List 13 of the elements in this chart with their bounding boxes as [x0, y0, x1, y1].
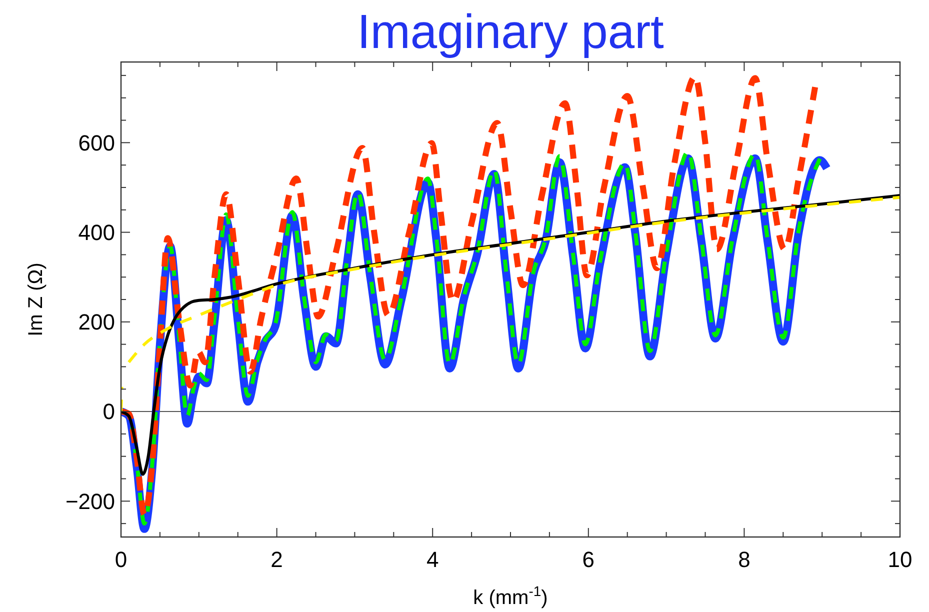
x-tick-label: 2 — [270, 547, 283, 572]
x-tick-label: 6 — [582, 547, 595, 572]
y-axis-title: Im Z (Ω) — [25, 262, 47, 336]
y-tick-label: 0 — [102, 399, 115, 424]
x-axis-title: k (mm$^{-1}$) — [473, 583, 548, 609]
chart-title: Imaginary part — [357, 6, 664, 59]
y-tick-label: 400 — [78, 220, 115, 245]
y-tick-label: 600 — [78, 130, 115, 156]
y-tick-label: 200 — [78, 310, 115, 335]
x-tick-label: 4 — [426, 547, 439, 572]
x-tick-label: 8 — [738, 547, 750, 572]
x-tick-label: 10 — [888, 547, 912, 572]
y-tick-label: −200 — [65, 488, 115, 514]
